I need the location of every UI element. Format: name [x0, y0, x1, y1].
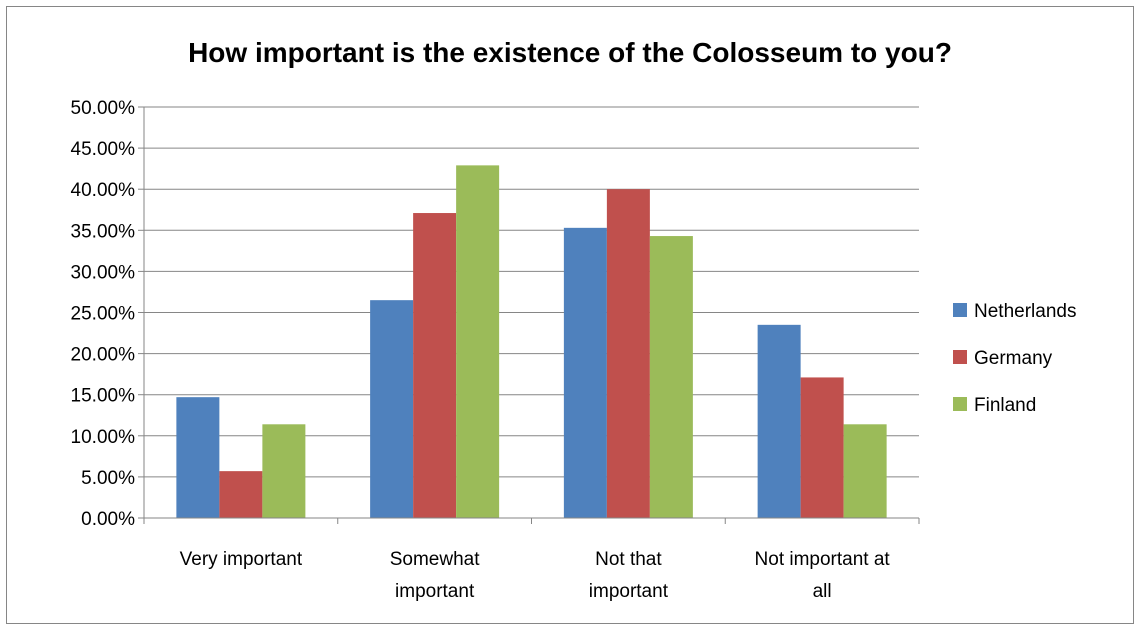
bar-germany: [413, 213, 457, 518]
bar-netherlands: [370, 300, 414, 518]
y-tick-label: 25.00%: [71, 304, 136, 325]
y-tick-label: 15.00%: [71, 386, 136, 407]
legend-label-germany: Germany: [974, 348, 1053, 369]
bar-germany: [219, 471, 263, 518]
bar-germany: [606, 189, 650, 518]
bar-finland: [262, 424, 306, 518]
x-axis-labels: Very important Somewhat important Not that i…: [180, 549, 891, 602]
y-tick-label: 40.00%: [71, 180, 136, 201]
y-tick-label: 35.00%: [71, 221, 136, 242]
bar-finland: [456, 165, 500, 518]
bar-finland: [649, 236, 693, 518]
bar-netherlands: [176, 397, 220, 518]
y-tick-label: 45.00%: [71, 139, 136, 160]
x-category-label: important: [589, 581, 669, 602]
y-tick-label: 10.00%: [71, 427, 136, 448]
legend-label-finland: Finland: [974, 395, 1036, 416]
bar-netherlands: [563, 227, 607, 519]
bar-netherlands: [757, 324, 801, 518]
axes: [143, 107, 920, 524]
x-category-label: Somewhat: [390, 549, 480, 570]
y-tick-label: 30.00%: [71, 262, 136, 283]
bars: [176, 165, 887, 519]
y-tick-label: 5.00%: [81, 468, 135, 489]
y-tick-label: 0.00%: [81, 509, 135, 530]
x-category-label: Not that: [595, 549, 662, 570]
legend-label-netherlands: Netherlands: [974, 301, 1076, 322]
legend-swatch-netherlands: [953, 303, 967, 317]
x-category-label: Not important at: [755, 549, 891, 570]
y-tick-label: 50.00%: [71, 98, 136, 119]
legend: Netherlands Germany Finland: [953, 301, 1076, 416]
x-category-label: important: [395, 581, 475, 602]
legend-swatch-finland: [953, 397, 967, 411]
x-category-label: Very important: [180, 549, 303, 570]
bar-finland: [843, 424, 887, 518]
chart-title: How important is the existence of the Co…: [188, 37, 952, 68]
y-axis-ticks: 0.00% 5.00% 10.00% 15.00% 20.00% 25.00% 30.00%…: [71, 98, 144, 530]
y-tick-label: 20.00%: [71, 345, 136, 366]
bar-germany: [800, 377, 844, 518]
legend-swatch-germany: [953, 350, 967, 364]
x-category-label: all: [813, 581, 832, 602]
